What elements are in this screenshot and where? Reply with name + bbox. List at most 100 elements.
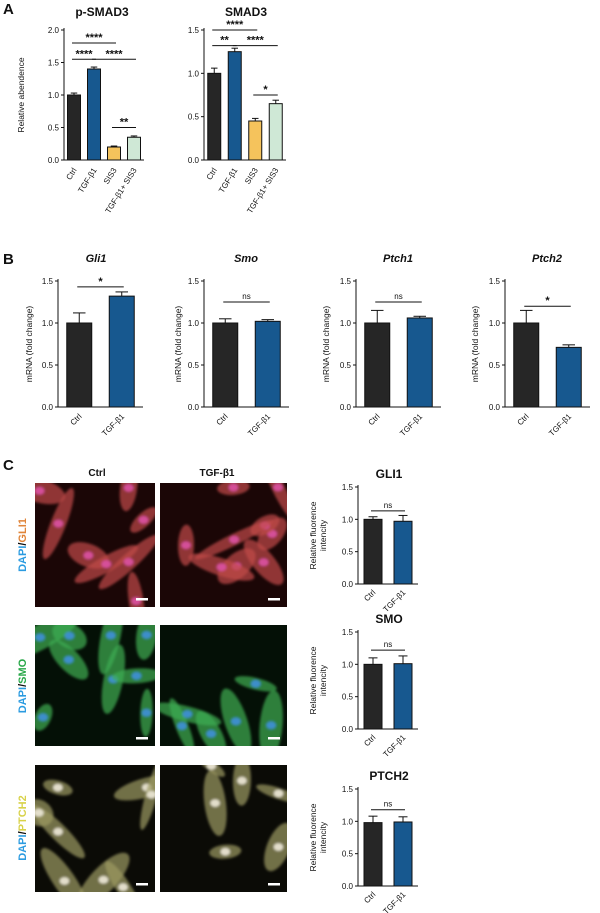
bar-tgf-1 bbox=[254, 320, 281, 408]
category-label: Ctrl bbox=[362, 890, 377, 905]
cell-nucleus bbox=[141, 630, 152, 639]
y-axis-label-line1: Relative fluorence bbox=[308, 646, 318, 714]
y-axis-label: mRNA (fold change) bbox=[24, 306, 34, 383]
cell-nucleus bbox=[258, 558, 269, 567]
cell-nucleus bbox=[105, 631, 116, 640]
micrograph-ptch2-ctrl bbox=[35, 765, 155, 892]
category-label: SIS3 bbox=[243, 166, 260, 186]
category-label: Ctrl bbox=[64, 166, 78, 182]
y-tick-label: 0.5 bbox=[342, 548, 354, 557]
chart-title: Gli1 bbox=[86, 253, 107, 265]
category-label: Ctrl bbox=[515, 412, 530, 427]
bar-ctrl bbox=[363, 822, 383, 887]
chart-title: PTCH2 bbox=[369, 769, 409, 783]
cell-nucleus bbox=[250, 679, 261, 688]
y-tick-label: 1.0 bbox=[342, 817, 354, 826]
category-label: TGF-β1 bbox=[100, 412, 126, 438]
y-tick-label: 1.0 bbox=[342, 515, 354, 524]
cell-nucleus bbox=[83, 551, 94, 560]
y-tick-label: 1.5 bbox=[342, 483, 354, 492]
y-tick-label: 1.0 bbox=[342, 660, 354, 669]
y-axis-label: Relative fluorenceintencity bbox=[308, 501, 328, 569]
cell-nucleus bbox=[131, 671, 142, 680]
cell-nucleus bbox=[266, 721, 277, 730]
micrograph-cells bbox=[177, 483, 287, 585]
cell-nucleus bbox=[123, 483, 134, 492]
scale-bar bbox=[136, 883, 148, 886]
cell-nucleus bbox=[210, 799, 221, 808]
y-tick-label: 1.0 bbox=[188, 319, 200, 328]
y-tick-label: 1.0 bbox=[42, 319, 54, 328]
y-tick-label: 0.5 bbox=[489, 361, 501, 370]
micrograph-cells bbox=[35, 765, 155, 892]
chart-title: SMO bbox=[375, 612, 402, 626]
cell-nucleus bbox=[35, 486, 45, 495]
y-axis-label: Relative fluorenceintencity bbox=[308, 803, 328, 871]
category-label: Ctrl bbox=[205, 166, 219, 182]
cell-nucleus bbox=[273, 789, 284, 798]
cell-nucleus bbox=[272, 483, 283, 492]
y-axis-label-line2: intencity bbox=[318, 821, 328, 853]
bar-tgf-1 bbox=[555, 346, 582, 408]
chart-c2: SMO 0.0 0.5 1.0 1.5 Relative fluorenceintenci… bbox=[308, 612, 418, 759]
category-label: TGF-β1 bbox=[381, 588, 407, 614]
bar-sis3 bbox=[248, 120, 263, 161]
category-label: TGF-β1 bbox=[246, 412, 272, 438]
cell-nucleus bbox=[236, 776, 247, 785]
y-tick-label: 0.0 bbox=[342, 725, 354, 734]
y-axis-label: Relative abendence bbox=[16, 57, 26, 132]
bar-ctrl bbox=[364, 322, 391, 408]
cell-nucleus bbox=[52, 783, 63, 792]
cell-nucleus bbox=[63, 655, 74, 664]
micrograph-cells bbox=[197, 765, 287, 872]
micrograph-gli1-ctrl bbox=[35, 483, 155, 607]
chart-a1: p-SMAD3 0.0 0.5 1.0 1.5 2.0 Relative abendence… bbox=[16, 5, 144, 215]
significance-label: ** bbox=[120, 117, 129, 129]
bar-ctrl bbox=[363, 518, 383, 585]
cell-nucleus bbox=[98, 875, 109, 884]
significance-label: ** bbox=[220, 35, 229, 47]
bar-sis3 bbox=[107, 146, 121, 161]
cell-nucleus bbox=[59, 876, 70, 885]
chart-title: SMAD3 bbox=[225, 5, 267, 19]
y-tick-label: 1.0 bbox=[340, 319, 352, 328]
cell-nucleus bbox=[181, 541, 192, 550]
y-axis-label-line1: Relative fluorence bbox=[308, 803, 318, 871]
significance-label: **** bbox=[247, 35, 265, 47]
micro-label-separator: / bbox=[17, 543, 29, 546]
micro-row-label-ptch2: DAPI/PTCH2 bbox=[17, 795, 29, 860]
cell-nucleus bbox=[146, 790, 155, 799]
micrograph-cells bbox=[35, 483, 155, 607]
y-tick-label: 1.5 bbox=[42, 277, 54, 286]
category-label: SIS3 bbox=[102, 166, 119, 186]
category-label: TGF-β1 bbox=[381, 733, 407, 759]
micrograph-smo-tgf bbox=[160, 625, 287, 746]
cell-nucleus bbox=[273, 843, 284, 852]
significance-label: **** bbox=[105, 48, 123, 60]
significance-label: ns bbox=[242, 292, 250, 301]
micro-label-dapi: DAPI bbox=[17, 546, 29, 572]
cell-nucleus bbox=[64, 631, 75, 640]
micro-label-marker: PTCH2 bbox=[17, 795, 29, 831]
micro-label-dapi: DAPI bbox=[17, 687, 29, 713]
y-tick-label: 0.5 bbox=[42, 361, 54, 370]
chart-b2: Smo 0.0 0.5 1.0 1.5 mRNA (fold change) Ctrl TGF… bbox=[173, 253, 289, 438]
micro-label-separator: / bbox=[17, 684, 29, 687]
significance-label: ns bbox=[384, 800, 392, 809]
cell-nucleus bbox=[230, 717, 241, 726]
scale-bar bbox=[136, 598, 148, 601]
chart-title: GLI1 bbox=[376, 467, 403, 481]
cell-nucleus bbox=[37, 713, 48, 722]
bar-ctrl bbox=[513, 322, 540, 408]
cell-nucleus bbox=[176, 721, 187, 730]
y-tick-label: 0.5 bbox=[188, 113, 200, 122]
chart-b4: Ptch2 0.0 0.5 1.0 1.5 mRNA (fold change) Ctrl T… bbox=[470, 253, 590, 438]
micro-row-label-gli1: DAPI/GLI1 bbox=[17, 518, 29, 572]
bar-tgf-1 bbox=[227, 51, 242, 161]
micrograph-cells bbox=[160, 676, 283, 746]
y-tick-label: 2.0 bbox=[48, 26, 60, 35]
y-tick-label: 0.0 bbox=[342, 882, 354, 891]
